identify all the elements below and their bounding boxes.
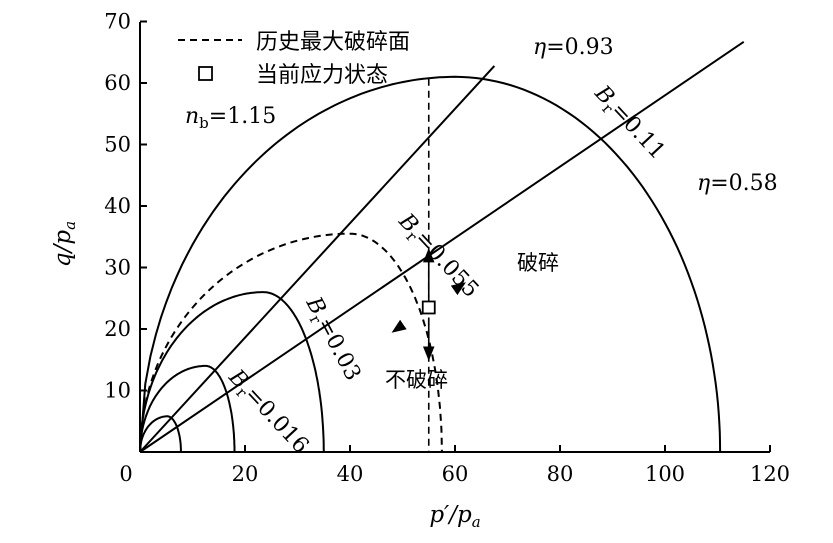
x-tick-label: 100 bbox=[645, 462, 685, 486]
legend: 历史最大破碎面 当前应力状态 bbox=[178, 30, 410, 88]
br-label-11: Br=0.11 bbox=[587, 80, 670, 166]
y-tick-label: 20 bbox=[104, 317, 131, 341]
legend-label-history: 历史最大破碎面 bbox=[256, 30, 410, 55]
eta-label-low: η=0.58 bbox=[697, 171, 778, 196]
x-tick-label: 40 bbox=[337, 462, 364, 486]
x-tick-label: 60 bbox=[442, 462, 469, 486]
no-crush-label: 不破碎 bbox=[385, 368, 448, 392]
legend-label-current: 当前应力状态 bbox=[256, 63, 388, 88]
y-tick-label: 60 bbox=[104, 71, 131, 95]
x-axis-label: p′/pa bbox=[429, 502, 480, 531]
eta-line bbox=[139, 65, 496, 453]
nb-label: nb=1.15 bbox=[185, 104, 276, 132]
y-tick-label: 40 bbox=[104, 194, 131, 218]
y-tick-label: 70 bbox=[104, 10, 131, 34]
legend-square-swatch bbox=[198, 66, 213, 81]
y-tick-label: 50 bbox=[104, 133, 131, 157]
x-tick-label: 0 bbox=[119, 462, 132, 486]
eta-line bbox=[139, 40, 745, 453]
yield-surface-curve bbox=[139, 415, 182, 453]
axes: 0 20 40 60 80 100 120 10 20 30 40 50 60 70 bbox=[104, 10, 790, 487]
y-axis-label: q/pa bbox=[50, 221, 79, 267]
yield-surface-curve bbox=[139, 364, 236, 453]
x-tick-label: 120 bbox=[750, 462, 790, 486]
arrow-along-eta-in bbox=[391, 319, 407, 333]
axis-ticks: 0 20 40 60 80 100 120 10 20 30 40 50 60 70 bbox=[104, 10, 790, 487]
eta-label-high: η=0.93 bbox=[533, 35, 614, 60]
plot-area bbox=[139, 40, 745, 453]
yield-surface-curve bbox=[139, 232, 443, 453]
x-tick-label: 80 bbox=[547, 462, 574, 486]
crush-label: 破碎 bbox=[517, 251, 559, 275]
x-tick-label: 20 bbox=[232, 462, 259, 486]
y-tick-label: 10 bbox=[104, 379, 131, 403]
yield-surface-curve bbox=[139, 291, 325, 453]
br-label-055: Br=0.055 bbox=[391, 208, 484, 304]
yield-surface-curve bbox=[139, 75, 722, 453]
current-state-marker bbox=[421, 300, 436, 315]
y-tick-label: 30 bbox=[104, 256, 131, 280]
